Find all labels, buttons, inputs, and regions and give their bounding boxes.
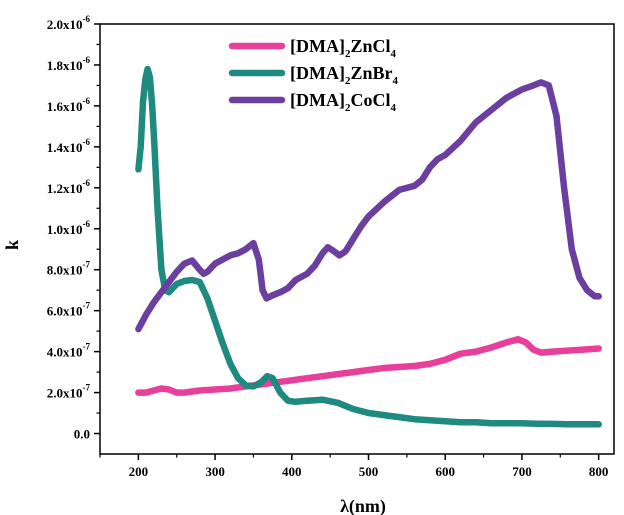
y-tick-exponent: -6 [83, 96, 91, 106]
y-tick-exponent: -7 [83, 301, 91, 311]
legend-item: [DMA]2ZnCl4 [228, 36, 397, 60]
y-tick-label: 0.0 [74, 427, 90, 442]
x-tick-label: 300 [205, 464, 225, 479]
legend-label-mid: CoCl [350, 90, 390, 110]
legend-label-base: [DMA] [290, 36, 345, 56]
legend-label-mid: ZnBr [350, 63, 392, 83]
y-tick-mantissa: 6.0x10 [47, 304, 83, 319]
y-tick-exponent: -7 [83, 342, 91, 352]
x-axis: 200 300 400 500 600 700 800 [99, 454, 609, 479]
legend-item: [DMA]2ZnBr4 [228, 63, 399, 87]
series-line-1 [135, 336, 602, 396]
y-tick-label: 1.8x10-6 [47, 55, 91, 73]
y-tick-label: 6.0x10-7 [47, 301, 91, 319]
legend-label-sub: 4 [393, 75, 399, 87]
legend-label-sub: 2 [345, 102, 351, 114]
x-tick-label: 200 [129, 464, 149, 479]
series-line-3 [135, 79, 602, 333]
y-tick-exponent: -6 [83, 178, 91, 188]
y-tick-label: 1.6x10-6 [47, 96, 91, 114]
legend-label-sub: 4 [390, 102, 396, 114]
y-tick-label: 2.0x10-7 [47, 383, 91, 401]
plot-frame [99, 23, 615, 455]
y-tick-label: 1.4x10-6 [47, 137, 91, 155]
y-tick-exponent: -7 [83, 383, 91, 393]
legend-label-base: [DMA] [290, 90, 345, 110]
x-tick-label: 800 [589, 464, 609, 479]
legend-label: [DMA]2CoCl4 [290, 90, 396, 114]
x-tick-label: 500 [359, 464, 379, 479]
y-tick-label: 2.0x10-6 [47, 14, 91, 32]
legend-label-sub: 2 [345, 48, 351, 60]
y-tick-label: 1.2x10-6 [47, 178, 91, 196]
y-tick-exponent: -6 [83, 219, 91, 229]
y-tick-exponent: -6 [83, 14, 91, 24]
y-tick-mantissa: 2.0x10 [47, 386, 83, 401]
legend-label: [DMA]2ZnBr4 [290, 63, 399, 87]
y-tick-exponent: -6 [83, 137, 91, 147]
y-tick-mantissa: 1.2x10 [47, 181, 83, 196]
legend-label-mid: ZnCl [350, 36, 390, 56]
y-tick-mantissa: 1.6x10 [47, 99, 83, 114]
y-tick-mantissa: 0.0 [74, 427, 90, 442]
y-tick-mantissa: 4.0x10 [47, 345, 83, 360]
y-tick-label: 1.0x10-6 [47, 219, 91, 237]
legend-item: [DMA]2CoCl4 [228, 90, 396, 114]
y-tick-mantissa: 1.8x10 [47, 58, 83, 73]
x-tick-label: 400 [282, 464, 302, 479]
legend-label-sub: 4 [391, 48, 397, 60]
series-line-2 [135, 65, 602, 428]
y-tick-mantissa: 1.0x10 [47, 222, 83, 237]
legend-label-base: [DMA] [290, 63, 345, 83]
y-axis: 0.02.0x10-74.0x10-76.0x10-78.0x10-71.0x1… [47, 14, 100, 442]
y-tick-exponent: -7 [83, 260, 91, 270]
x-axis-title: λ(nm) [340, 496, 386, 515]
y-axis-title: k [2, 240, 22, 250]
y-tick-mantissa: 8.0x10 [47, 263, 83, 278]
legend: [DMA]2ZnCl4[DMA]2ZnBr4[DMA]2CoCl4 [228, 36, 399, 114]
y-tick-mantissa: 2.0x10 [47, 17, 83, 32]
y-tick-exponent: -6 [83, 55, 91, 65]
legend-label-sub: 2 [345, 75, 351, 87]
y-tick-label: 4.0x10-7 [47, 342, 91, 360]
legend-label: [DMA]2ZnCl4 [290, 36, 397, 60]
y-tick-label: 8.0x10-7 [47, 260, 91, 278]
y-tick-mantissa: 1.4x10 [47, 140, 83, 155]
x-tick-label: 700 [512, 464, 532, 479]
x-tick-label: 600 [435, 464, 455, 479]
plot-lines [135, 65, 602, 428]
